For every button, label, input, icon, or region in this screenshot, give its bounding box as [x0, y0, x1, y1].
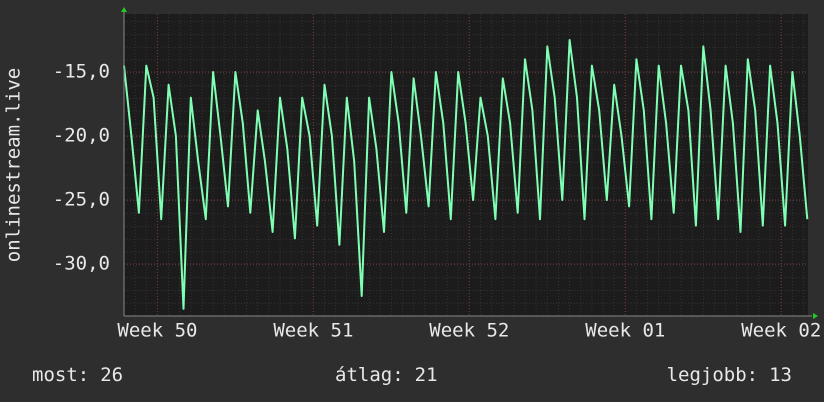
stat-value: 21	[415, 364, 438, 386]
data-line	[123, 39, 809, 310]
stat: most: 26	[32, 364, 123, 386]
y-axis-label: onlinestream.live	[3, 68, 25, 262]
y-tick-label: -15,0	[53, 60, 110, 82]
x-tick-label: Week 52	[429, 320, 509, 342]
x-tick-label: Week 50	[117, 320, 197, 342]
stat: átlag: 21	[335, 364, 438, 386]
y-tick-label: -25,0	[53, 189, 110, 211]
stat: legjobb: 13	[667, 364, 792, 386]
stat-value: 26	[100, 364, 123, 386]
y-tick-label: -30,0	[53, 253, 110, 275]
axis-arrow	[813, 313, 818, 319]
x-tick-label: Week 51	[273, 320, 353, 342]
y-tick-label: -20,0	[53, 125, 110, 147]
axis-arrow	[121, 7, 127, 12]
stat-value: 13	[769, 364, 792, 386]
plot-area	[124, 14, 808, 316]
x-tick-label: Week 01	[585, 320, 665, 342]
stat-label: legjobb:	[667, 364, 759, 386]
stat-label: átlag:	[335, 364, 404, 386]
stat-label: most:	[32, 364, 89, 386]
x-tick-label: Week 02	[741, 320, 821, 342]
